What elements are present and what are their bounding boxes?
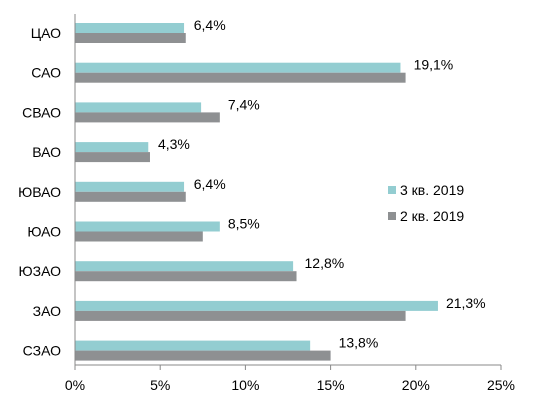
bar-series1 bbox=[75, 340, 311, 351]
category-label: ЗАО bbox=[33, 303, 61, 319]
category-label: СВАО bbox=[22, 104, 61, 120]
value-labels: 6,4% 19,1% 7,4% 4,3% 6,4% 8,5% 12,8% 21,3% 13,8% bbox=[158, 17, 486, 351]
bar-series2 bbox=[75, 152, 150, 163]
bar-series1 bbox=[75, 62, 401, 73]
data-label: 6,4% bbox=[194, 176, 226, 192]
data-label: 19,1% bbox=[414, 57, 454, 73]
data-label: 21,3% bbox=[446, 295, 486, 311]
data-label: 6,4% bbox=[194, 17, 226, 33]
bar-series2 bbox=[75, 310, 406, 321]
data-label: 13,8% bbox=[339, 335, 379, 351]
bar-series2 bbox=[75, 231, 203, 242]
legend-label: 3 кв. 2019 bbox=[400, 182, 464, 198]
bar-series1 bbox=[75, 181, 185, 192]
legend-swatch bbox=[388, 186, 396, 194]
bar-series2 bbox=[75, 350, 331, 361]
bar-series1 bbox=[75, 23, 185, 33]
x-tick-label: 25% bbox=[487, 377, 515, 393]
bar-series1 bbox=[75, 261, 294, 272]
bar-series1 bbox=[75, 221, 220, 232]
category-label: ВАО bbox=[32, 144, 61, 160]
data-label: 4,3% bbox=[158, 136, 190, 152]
x-tick-label: 0% bbox=[65, 377, 85, 393]
bar-series2 bbox=[75, 72, 406, 83]
bar-series1 bbox=[75, 142, 149, 153]
category-labels: ЦАО САО СВАО ВАО ЮВАО ЮАО ЮЗАО ЗАО СЗАО bbox=[18, 25, 61, 359]
category-label: САО bbox=[31, 65, 61, 81]
x-tick-label: 15% bbox=[317, 377, 345, 393]
legend-label: 2 кв. 2019 bbox=[400, 208, 464, 224]
bar-series2 bbox=[75, 33, 186, 43]
bar-series2 bbox=[75, 191, 186, 202]
bar-series1 bbox=[75, 300, 438, 311]
x-tick-label: 10% bbox=[231, 377, 259, 393]
x-axis-ticks: 0% 5% 10% 15% 20% 25% bbox=[65, 365, 515, 393]
category-label: ЮВАО bbox=[18, 184, 61, 200]
category-label: ЮЗАО bbox=[18, 263, 61, 279]
bar-series2 bbox=[75, 112, 220, 123]
legend-swatch bbox=[388, 212, 396, 220]
x-tick-label: 5% bbox=[150, 377, 170, 393]
bars-group bbox=[75, 23, 438, 361]
data-label: 12,8% bbox=[305, 255, 345, 271]
bar-series2 bbox=[75, 271, 297, 282]
data-label: 8,5% bbox=[228, 216, 260, 232]
category-label: ЮАО bbox=[27, 224, 61, 240]
x-tick-label: 20% bbox=[402, 377, 430, 393]
bar-series1 bbox=[75, 102, 202, 113]
category-label: ЦАО bbox=[31, 25, 61, 41]
legend: 3 кв. 2019 2 кв. 2019 bbox=[388, 182, 464, 224]
category-label: СЗАО bbox=[23, 343, 61, 359]
data-label: 7,4% bbox=[228, 96, 260, 112]
